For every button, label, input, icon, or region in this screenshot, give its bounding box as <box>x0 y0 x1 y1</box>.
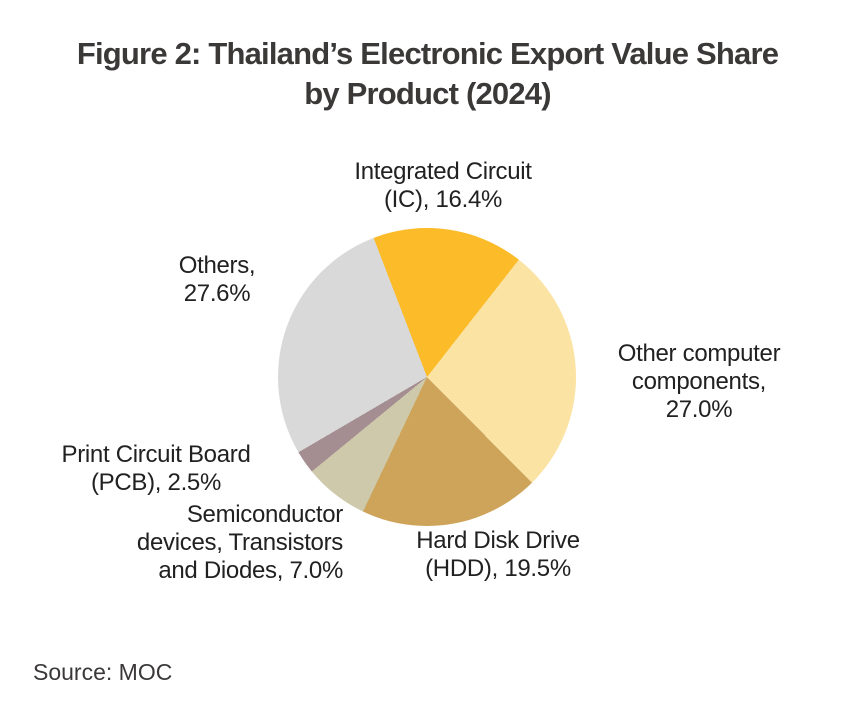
slice-label-line: Print Circuit Board <box>61 441 251 468</box>
slice-label-line: components, <box>631 368 767 395</box>
slice-label-others: Others, 27.6% <box>179 252 256 308</box>
slice-label-line: (IC), 16.4% <box>383 186 503 213</box>
slice-label-line: Other computer <box>617 340 781 367</box>
slice-label-line: 27.6% <box>183 280 251 307</box>
slice-label-line: Semiconductor <box>186 501 343 528</box>
source-note: Source: MOC <box>33 659 173 685</box>
slice-label-hard-disk-drive: Hard Disk Drive (HDD), 19.5% <box>416 527 580 583</box>
slice-label-line: devices, Transistors <box>136 529 343 556</box>
pie-chart <box>278 228 576 526</box>
slice-label-line: Others, <box>178 252 256 279</box>
slice-label-line: and Diodes, 7.0% <box>158 557 343 584</box>
figure-title-line-2: by Product (2024) <box>304 76 551 111</box>
slice-label-other-computer-components: Other computer components, 27.0% <box>618 340 781 424</box>
slice-label-line: Hard Disk Drive <box>416 527 580 554</box>
slice-label-line: Integrated Circuit <box>354 158 532 185</box>
figure-title-line-1: Figure 2: Thailand’s Electronic Export V… <box>76 36 779 71</box>
slice-label-line: (HDD), 19.5% <box>425 555 571 582</box>
slice-label-line: (PCB), 2.5% <box>90 469 222 496</box>
slice-label-line: 27.0% <box>665 396 733 423</box>
slice-label-print-circuit-board: Print Circuit Board (PCB), 2.5% <box>61 441 250 497</box>
slice-label-semiconductor-devices: Semiconductor devices, Transistors and D… <box>137 501 343 585</box>
slice-label-integrated-circuit: Integrated Circuit (IC), 16.4% <box>354 158 532 214</box>
figure-title: Figure 2: Thailand’s Electronic Export V… <box>0 34 855 114</box>
